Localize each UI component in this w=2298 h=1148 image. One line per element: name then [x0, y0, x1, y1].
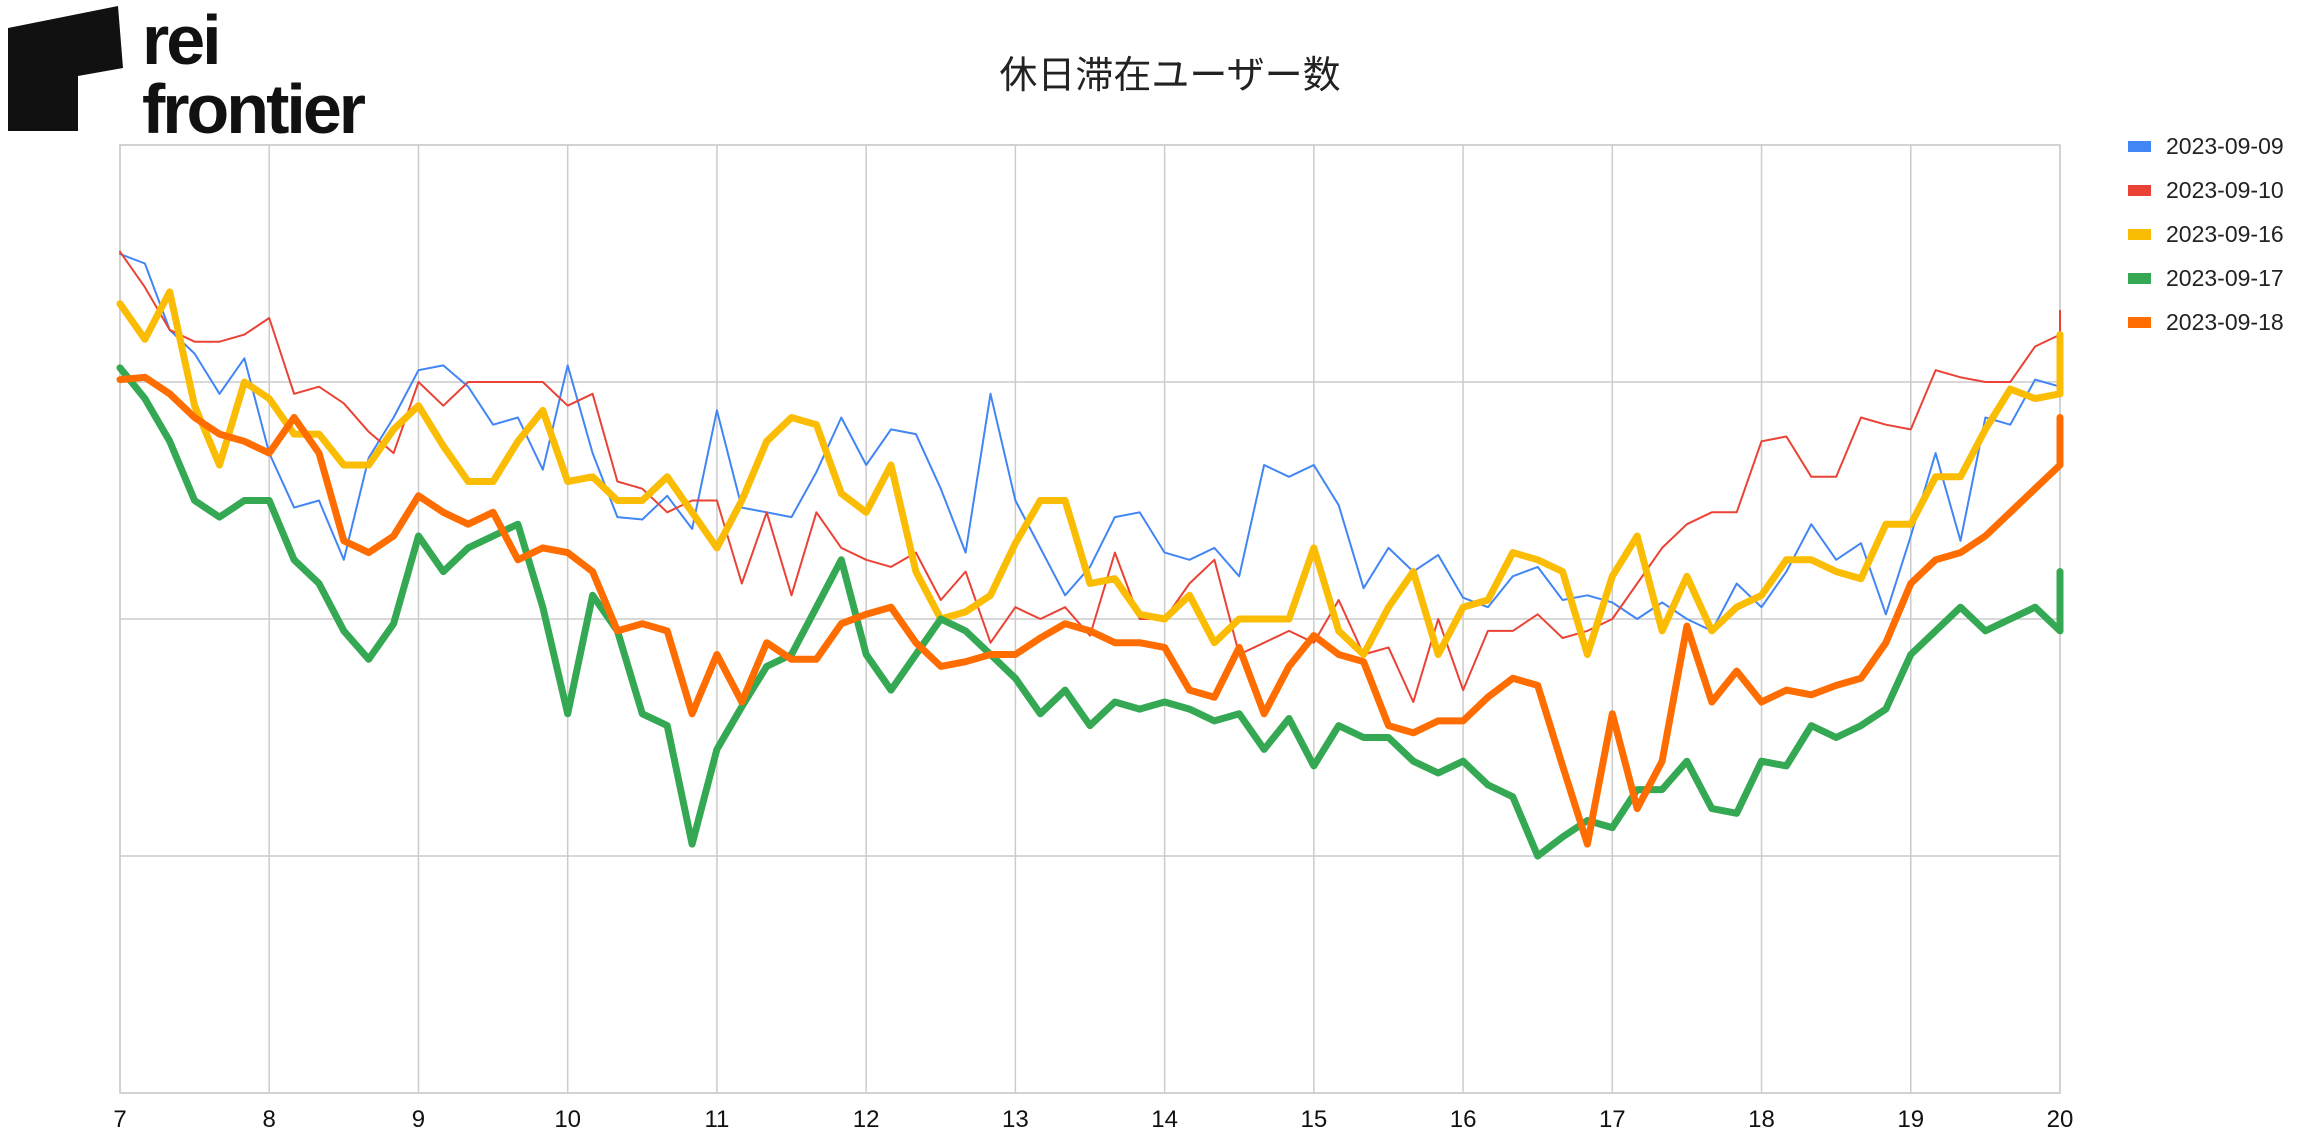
legend-label: 2023-09-18 [2166, 309, 2284, 335]
legend-label: 2023-09-09 [2166, 133, 2284, 159]
x-tick-label: 12 [853, 1106, 880, 1133]
legend-swatch [2128, 229, 2151, 240]
legend-swatch [2128, 185, 2151, 196]
series-line-2023-09-16 [116, 288, 2064, 658]
x-tick-label: 19 [1897, 1106, 1924, 1133]
x-tick-label: 18 [1748, 1106, 1775, 1133]
legend-label: 2023-09-10 [2166, 177, 2284, 203]
legend-label: 2023-09-17 [2166, 265, 2284, 291]
x-tick-label: 7 [113, 1106, 126, 1133]
legend-item-2023-09-17[interactable]: 2023-09-17 [2128, 265, 2284, 291]
x-tick-label: 16 [1450, 1106, 1477, 1133]
x-axis-ticks: 7 8 9 10 11 12 13 14 15 16 17 18 19 20 [113, 1106, 2073, 1133]
x-tick-label: 14 [1151, 1106, 1178, 1133]
x-tick-label: 17 [1599, 1106, 1626, 1133]
logo-text-frontier: frontier [142, 70, 366, 141]
legend-swatch [2128, 141, 2151, 152]
x-tick-label: 10 [554, 1106, 581, 1133]
legend: 2023-09-09 2023-09-10 2023-09-16 2023-09-17… [2128, 133, 2284, 335]
series-line-2023-09-17 [116, 364, 2064, 860]
x-tick-label: 20 [2047, 1106, 2074, 1133]
legend-swatch [2128, 317, 2151, 328]
legend-item-2023-09-10[interactable]: 2023-09-10 [2128, 177, 2284, 203]
series-line-2023-09-10 [119, 250, 2061, 703]
series-line-2023-09-18 [116, 373, 2064, 848]
series-line-2023-09-09 [119, 253, 2061, 632]
grid-layer [119, 144, 2061, 1094]
rei-frontier-logo: rei frontier [8, 6, 369, 141]
legend-item-2023-09-16[interactable]: 2023-09-16 [2128, 221, 2284, 247]
logo-mark [8, 6, 123, 131]
legend-item-2023-09-09[interactable]: 2023-09-09 [2128, 133, 2284, 159]
x-tick-label: 15 [1300, 1106, 1327, 1133]
series-layer [116, 250, 2064, 860]
x-tick-label: 8 [263, 1106, 276, 1133]
chart-title: 休日滞在ユーザー数 [999, 53, 1341, 97]
logo-text-rei: rei [142, 6, 219, 79]
legend-item-2023-09-18[interactable]: 2023-09-18 [2128, 309, 2284, 335]
legend-label: 2023-09-16 [2166, 221, 2284, 247]
legend-swatch [2128, 273, 2151, 284]
x-tick-label: 13 [1002, 1106, 1029, 1133]
x-tick-label: 11 [704, 1106, 729, 1133]
x-tick-label: 9 [412, 1106, 425, 1133]
